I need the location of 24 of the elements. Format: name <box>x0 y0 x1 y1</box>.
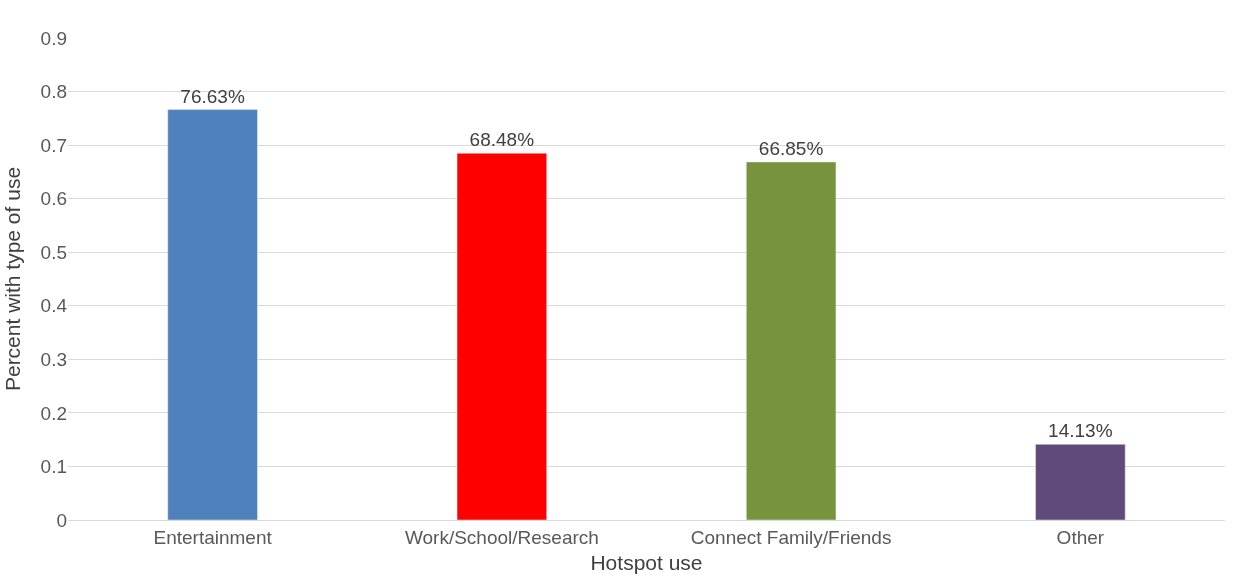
y-tick-label: 0 <box>56 509 67 531</box>
x-tick-label: Other <box>1056 526 1105 548</box>
bar <box>456 153 547 520</box>
data-label: 66.85% <box>758 137 824 159</box>
x-tick-label: Work/School/Research <box>404 526 599 548</box>
data-label: 14.13% <box>1048 420 1113 442</box>
y-axis-title: Percent with type of use <box>0 166 24 392</box>
bar <box>746 161 837 520</box>
data-label: 68.48% <box>469 129 535 151</box>
bar <box>167 109 258 520</box>
y-tick-label: 0.3 <box>40 348 67 370</box>
data-label: 76.63% <box>180 85 245 107</box>
x-axis-title: Hotspot use <box>590 551 703 574</box>
x-tick-label: Entertainment <box>153 526 273 548</box>
bar <box>1035 444 1126 520</box>
y-tick-label: 0.6 <box>40 188 67 210</box>
y-tick-label: 0.9 <box>40 27 67 49</box>
y-tick-label: 0.7 <box>40 134 67 156</box>
y-tick-label: 0.2 <box>40 402 67 424</box>
y-tick-label: 0.5 <box>40 241 67 263</box>
y-tick-label: 0.1 <box>40 456 67 478</box>
y-tick-label: 0.8 <box>40 81 67 103</box>
y-tick-label: 0.4 <box>40 295 68 317</box>
x-tick-label: Connect Family/Friends <box>690 526 892 548</box>
